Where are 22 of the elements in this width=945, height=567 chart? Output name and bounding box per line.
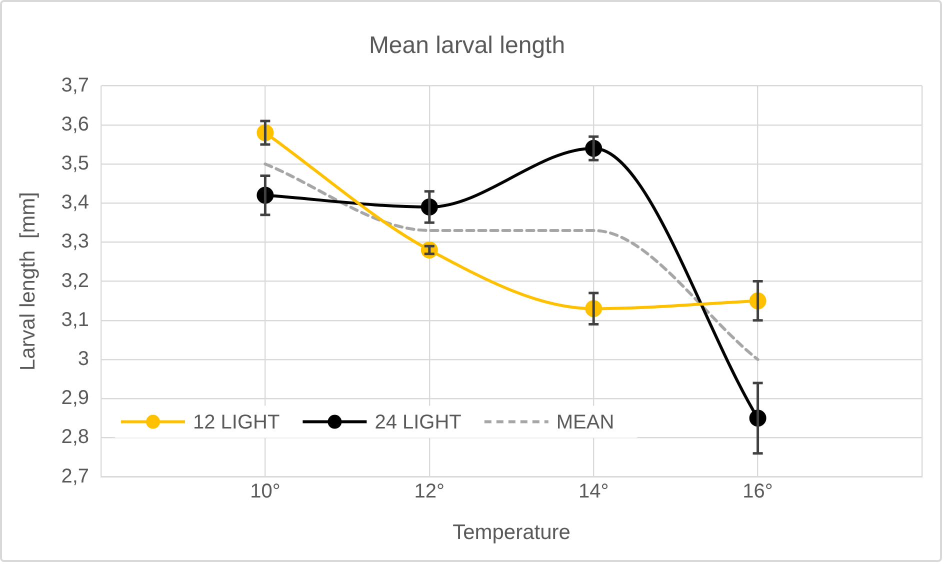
point	[420, 242, 438, 259]
x-tick-label: 10°	[250, 480, 280, 502]
legend-label: 12 LIGHT	[193, 411, 280, 434]
chart-title: Mean larval length	[368, 32, 566, 60]
y-tick-label: 3,3	[61, 230, 90, 253]
y-tick-label: 2,7	[61, 465, 90, 488]
x-axis-title: Temperature	[452, 521, 570, 544]
x-tick-label: 14°	[578, 480, 609, 502]
y-tick-label: 3,1	[61, 308, 90, 331]
legend-label: MEAN	[556, 411, 614, 434]
y-tick-label: 2,8	[61, 426, 90, 448]
y-tick-label: 3,2	[61, 270, 90, 292]
x-tick-label: 16°	[742, 480, 773, 502]
y-tick-label: 3	[78, 348, 90, 370]
y-tick-label: 3,7	[61, 74, 90, 96]
x-tick-label: 12°	[414, 480, 445, 502]
legend-label: 24 LIGHT	[374, 411, 462, 434]
y-tick-label: 3,4	[61, 192, 90, 214]
y-axis-title: Larval length [mm]	[16, 192, 40, 371]
y-tick-label: 3,6	[61, 113, 90, 136]
y-tick-label: 2,9	[61, 387, 90, 410]
y-tick-label: 3,5	[61, 152, 90, 175]
